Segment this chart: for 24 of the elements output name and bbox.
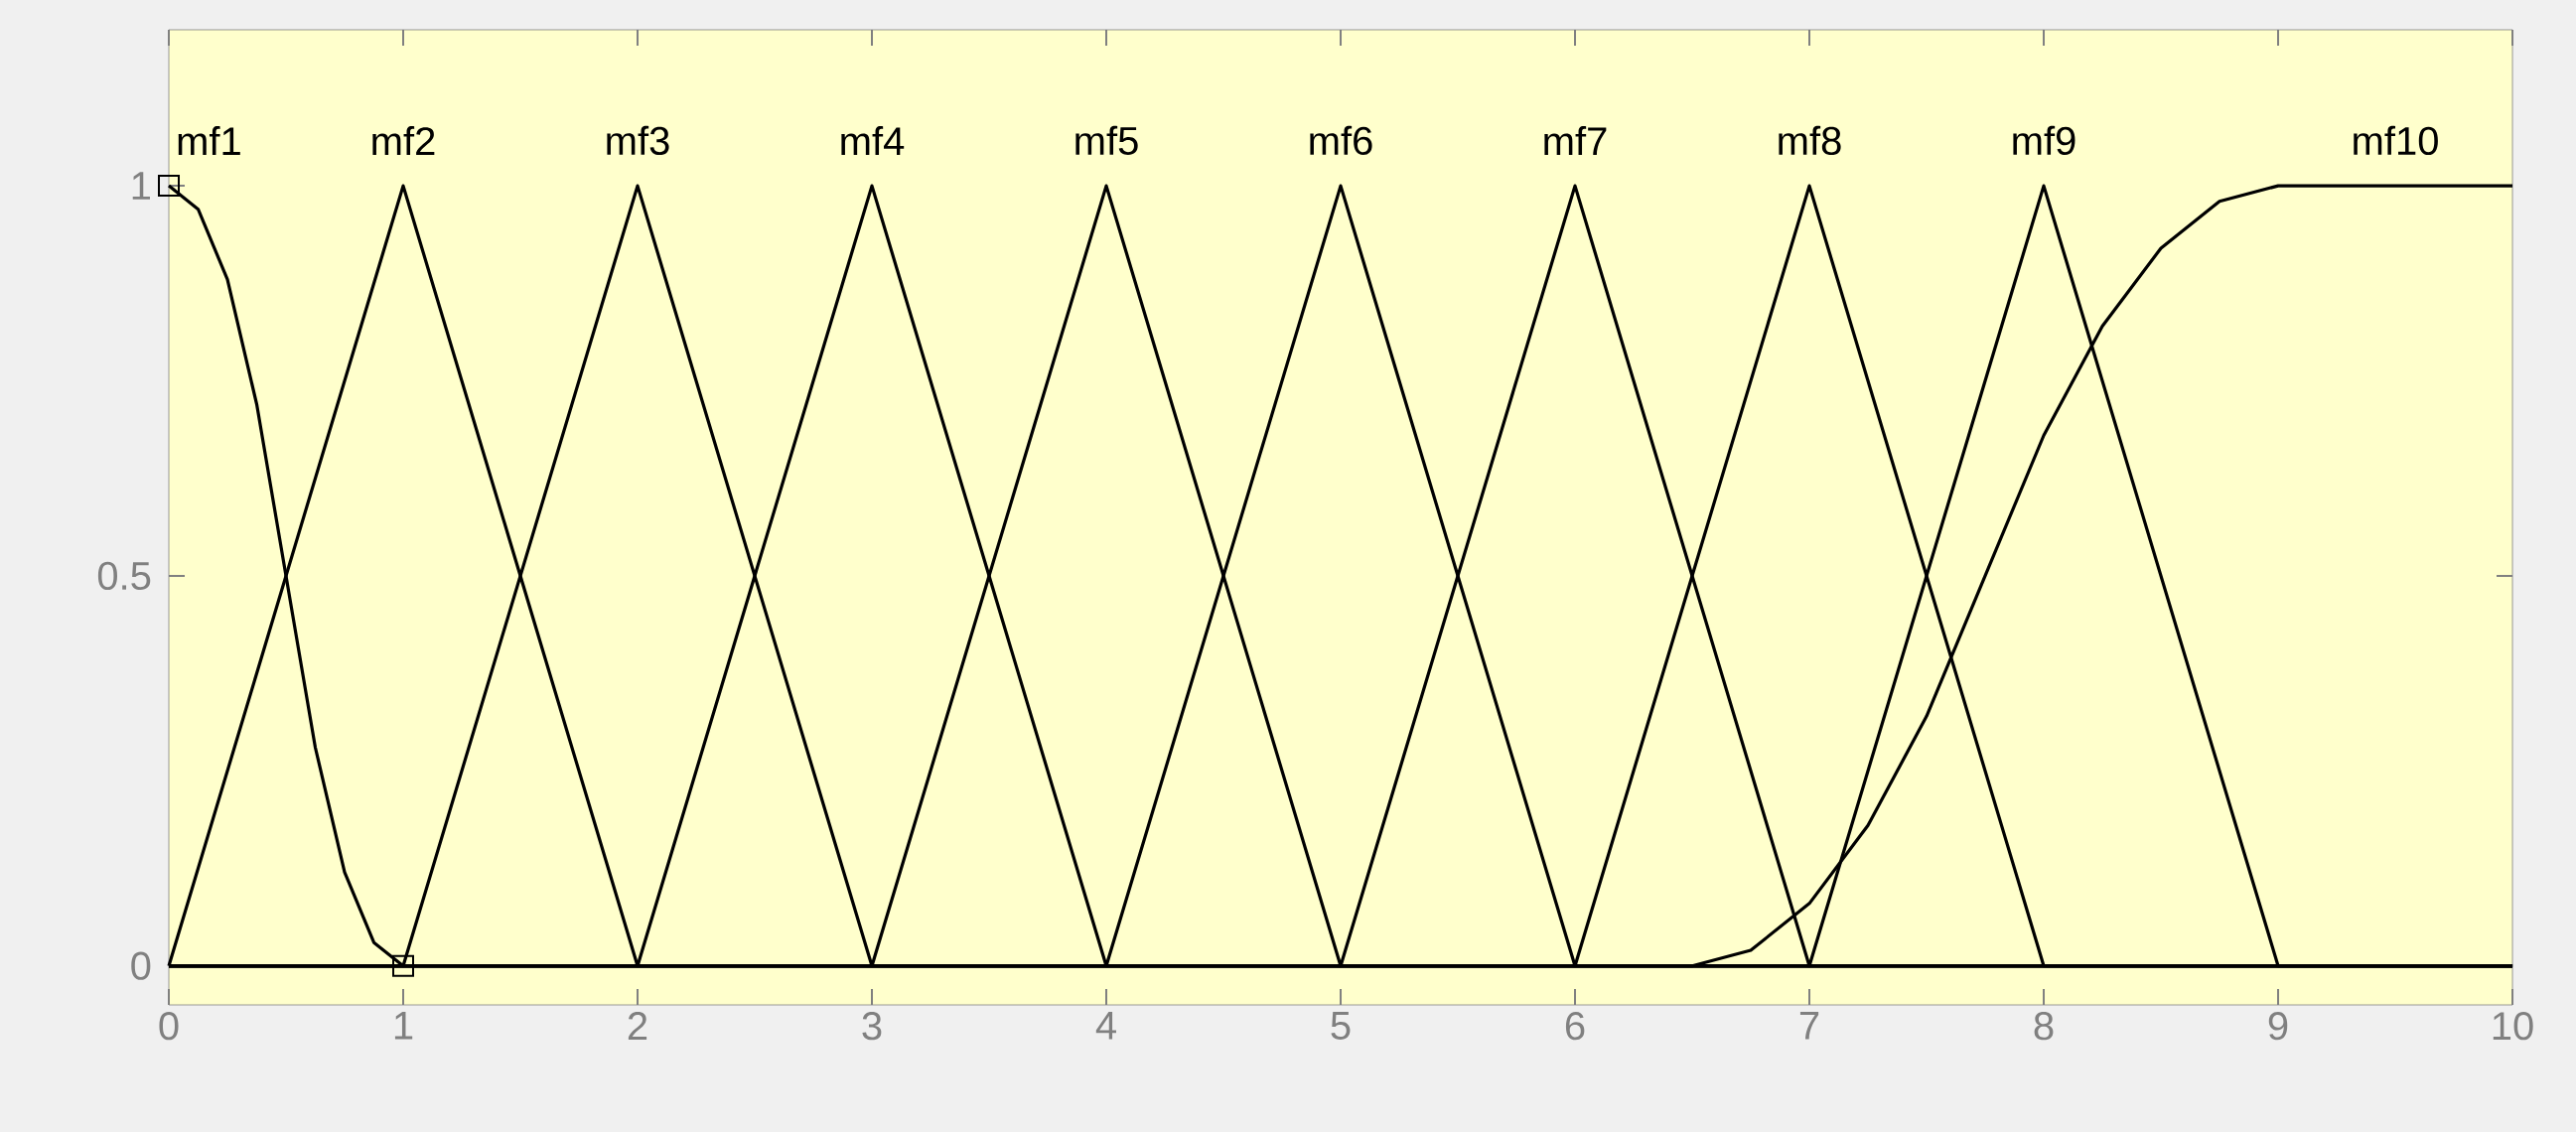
y-tick-label: 0 xyxy=(131,951,151,980)
annotation: mf6 xyxy=(1310,125,1372,156)
annotation: mf8 xyxy=(1779,125,1841,156)
x-tick-label: 4 xyxy=(1095,1012,1116,1040)
x-tick-label: 5 xyxy=(1331,1012,1351,1040)
annotation: mf4 xyxy=(841,126,905,156)
y-tick-label: 0.5 xyxy=(97,561,151,591)
annotation: mf2 xyxy=(372,126,435,156)
annotation: mf10 xyxy=(2354,125,2438,156)
x-tick-label: 8 xyxy=(2034,1012,2054,1041)
x-tick-label: 7 xyxy=(1799,1012,1819,1040)
x-tick-label: 0 xyxy=(159,1012,179,1041)
x-tick-label: 2 xyxy=(628,1012,647,1040)
annotation: mf5 xyxy=(1075,125,1138,156)
annotation: mf1 xyxy=(178,126,240,156)
annotation: mf7 xyxy=(1544,126,1607,156)
x-tick-label: 10 xyxy=(2493,1012,2533,1041)
x-tick-label: 9 xyxy=(2268,1012,2288,1041)
annotation: mf3 xyxy=(607,125,669,156)
y-tick-label: 1 xyxy=(132,172,150,200)
x-tick-label: 6 xyxy=(1565,1012,1585,1041)
annotation: mf9 xyxy=(2013,125,2075,156)
x-tick-label: 3 xyxy=(862,1012,882,1041)
x-tick-label: 1 xyxy=(394,1012,413,1040)
